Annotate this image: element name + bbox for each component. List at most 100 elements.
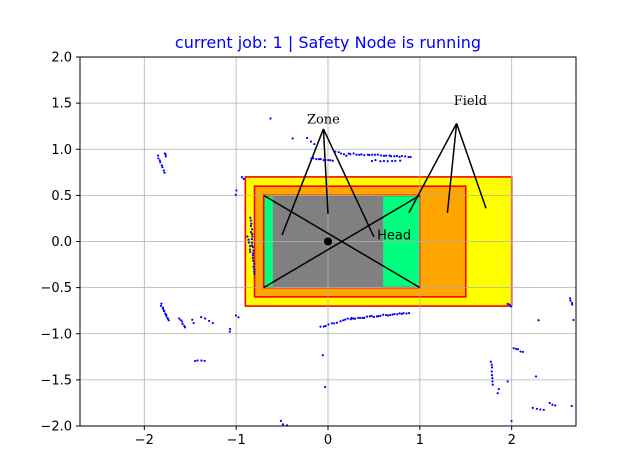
scatter-point [319, 325, 322, 328]
scatter-point [395, 154, 399, 158]
scatter-point [251, 257, 254, 260]
scatter-point [237, 316, 240, 319]
scatter-point [514, 347, 518, 351]
scatter-point [181, 320, 184, 323]
scatter-point [164, 153, 167, 156]
scatter-point [251, 254, 255, 257]
scatter-point [269, 117, 272, 120]
scatter-point [252, 249, 255, 252]
scatter-point [234, 314, 238, 317]
scatter-point [497, 387, 500, 391]
scatter-point [248, 248, 252, 251]
scatter-point [249, 216, 252, 219]
scatter-point [382, 313, 385, 316]
scatter-point [251, 232, 254, 236]
scatter-point [359, 316, 362, 320]
scatter-point [352, 317, 355, 320]
scatter-point [249, 230, 253, 234]
scatter-point [281, 423, 285, 426]
scatter-point [385, 313, 388, 317]
scatter-point [490, 366, 494, 369]
scatter-point [158, 159, 161, 162]
annotation-arrow [455, 123, 487, 209]
y-tick-label: −0.5 [40, 281, 72, 296]
scatter-point [372, 315, 376, 319]
scatter-point [353, 317, 357, 320]
scatter-point [407, 311, 411, 315]
scatter-point [360, 153, 363, 156]
y-tick-label: 1.5 [51, 97, 72, 112]
scatter-point [396, 313, 399, 316]
scatter-point [324, 324, 327, 328]
scatter-point [159, 304, 163, 307]
center-marker [324, 237, 332, 246]
scatter-point [335, 321, 339, 324]
scatter-point [569, 299, 572, 302]
scatter-point [324, 385, 327, 389]
scatter-point [571, 303, 574, 306]
scatter-point [491, 377, 494, 380]
scatter-point [160, 164, 163, 167]
scatter-point [568, 297, 572, 300]
scatter-point [386, 160, 389, 163]
scatter-point [165, 314, 168, 318]
scatter-point [211, 321, 214, 325]
plot-area: Zone Field Head −2 −1 0 1 2 −2.0 −1.5 −1.0 −0.5 0.0 0… [40, 51, 577, 448]
scatter-point [370, 159, 374, 163]
scatter-point [361, 316, 364, 319]
scatter-point [371, 153, 374, 156]
scatter-point [548, 401, 551, 405]
scatter-point [322, 159, 325, 162]
zone-cross-line [263, 194, 421, 289]
y-tick-label: 0.0 [51, 235, 72, 250]
scatter-point [349, 153, 352, 156]
scatter-point [248, 245, 252, 248]
scatter-point [191, 318, 194, 321]
scatter-point [490, 370, 493, 373]
scatter-point [554, 404, 557, 407]
scatter-point [250, 228, 254, 231]
scatter-point [508, 303, 511, 306]
scatter-point [339, 152, 343, 155]
scatter-point [373, 153, 377, 156]
x-tick-label: 1 [416, 433, 424, 448]
scatter-point [490, 363, 493, 366]
x-tick-label: 0 [324, 433, 332, 448]
scatter-point [228, 327, 232, 331]
scatter-point [179, 318, 182, 322]
scatter-point [365, 315, 369, 318]
scatter-point [250, 222, 253, 225]
annotation-label: Head [377, 229, 411, 244]
scatter-point [491, 383, 494, 386]
scatter-point [249, 250, 252, 254]
scatter-point [374, 159, 377, 162]
scatter-point [344, 318, 347, 321]
chart-title: current job: 1 | Safety Node is running [175, 33, 481, 52]
scatter-point [382, 159, 386, 163]
y-tick-label: 2.0 [51, 51, 72, 66]
scatter-point [306, 136, 309, 140]
scatter-point [330, 322, 333, 325]
annotation-arrow [322, 128, 375, 238]
scatter-point [161, 166, 164, 169]
scatter-point [203, 359, 206, 363]
scatter-point [490, 373, 494, 377]
scatter-point [389, 313, 392, 317]
scatter-point [398, 155, 401, 158]
scatter-point [167, 319, 170, 322]
annotation-label: Zone [307, 112, 340, 127]
scatter-point [345, 154, 348, 157]
scatter-point [496, 392, 499, 395]
scatter-point [279, 419, 282, 422]
scatter-point [291, 137, 294, 140]
scatter-point [352, 152, 355, 155]
scatter-point [322, 325, 325, 328]
scatter-point [394, 159, 397, 163]
scatter-point [249, 224, 252, 228]
scatter-point [324, 158, 327, 162]
scatter-point [342, 153, 346, 156]
scatter-point [250, 241, 254, 244]
scatter-point [242, 177, 245, 180]
y-tick-label: 0.5 [51, 189, 72, 204]
scatter-point [399, 159, 402, 162]
